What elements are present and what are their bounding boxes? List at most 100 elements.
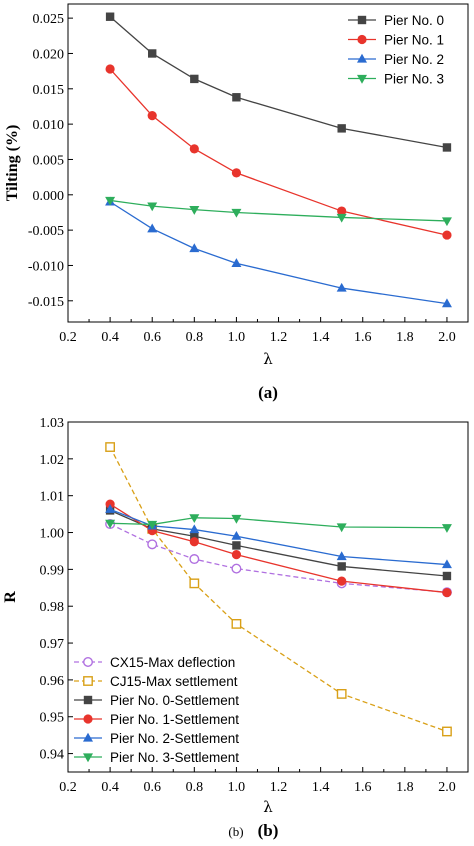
data-point: [337, 206, 347, 216]
chart-a: 0.025 0.020 0.015 0.010 0.005 0.000 -0.005 -0.0…: [4, 3, 469, 402]
data-point: [442, 230, 452, 240]
data-point: [231, 531, 242, 540]
y-tick-label: 1.02: [40, 453, 65, 468]
legend-label: Pier No. 3: [384, 72, 444, 87]
x-tick-label: 1.4: [312, 780, 330, 795]
series-line: [109, 523, 448, 593]
data-point: [105, 12, 115, 21]
series-line: [110, 199, 447, 222]
series-line: [110, 517, 447, 529]
data-point: [231, 618, 242, 629]
data-point: [441, 298, 452, 308]
x-tick-label: 2.0: [438, 780, 456, 795]
series-2: [105, 506, 452, 581]
x-tick-label: 0.6: [143, 780, 161, 795]
data-point: [336, 213, 347, 223]
series-1: [105, 442, 452, 737]
y-tick-label: 0.96: [40, 674, 65, 689]
series-3: [105, 196, 452, 227]
x-tick-label: 1.0: [228, 780, 246, 795]
y-tick-label: 0.025: [33, 12, 65, 27]
y-tick-label: -0.010: [28, 259, 64, 274]
chart-b-caption-small: (b): [228, 824, 243, 839]
legend-marker: [83, 714, 93, 724]
data-point: [231, 208, 242, 218]
legend-label: Pier No. 1-Settlement: [110, 712, 239, 727]
legend-marker: [357, 15, 367, 25]
y-tick-label: 0.99: [40, 563, 65, 578]
x-tick-label: 0.2: [59, 330, 77, 345]
y-tick-label: 1.01: [40, 490, 65, 505]
series-line: [109, 201, 448, 305]
legend-marker: [83, 676, 93, 686]
chart-a-caption: (a): [258, 383, 278, 402]
x-tick-label: 0.8: [186, 330, 204, 345]
legend-marker: [83, 732, 93, 742]
chart-b: 1.03 1.02 1.01 1.00 0.99 0.98 0.97 0.96 0.95 0.94…: [2, 416, 469, 840]
series-line: [109, 16, 448, 149]
x-tick-label: 0.4: [101, 780, 119, 795]
legend-marker: [83, 753, 93, 763]
x-tick-label: 1.8: [396, 780, 414, 795]
data-point: [189, 243, 200, 253]
x-tick-label: 2.0: [438, 330, 456, 345]
chart-a-x-axis-label: λ: [263, 350, 273, 368]
y-tick-label: 0.005: [33, 153, 65, 168]
series-4: [105, 504, 452, 569]
data-point: [442, 571, 452, 581]
legend-marker: [357, 34, 367, 45]
data-point: [147, 111, 157, 121]
legend-marker: [83, 695, 93, 705]
data-point: [231, 563, 242, 574]
data-point: [189, 578, 200, 589]
series-5: [105, 514, 452, 533]
series-line: [109, 509, 448, 577]
y-tick-label: -0.005: [28, 224, 64, 239]
y-tick-label: 0.95: [40, 711, 65, 726]
data-point: [441, 524, 452, 533]
data-point: [232, 541, 241, 550]
x-tick-label: 0.6: [143, 330, 161, 345]
data-point: [189, 206, 200, 215]
legend-label: Pier No. 0-Settlement: [110, 693, 239, 708]
series-0: [105, 12, 452, 152]
legend-marker: [357, 53, 367, 63]
y-tick-label: 0.94: [40, 748, 65, 763]
chart-b-x-axis-label: λ: [263, 798, 273, 816]
data-point: [337, 562, 346, 571]
legend-marker: [82, 657, 93, 668]
data-point: [231, 258, 242, 267]
data-point: [232, 93, 241, 102]
legend-marker: [357, 74, 367, 84]
data-point: [148, 49, 157, 58]
data-point: [189, 537, 199, 547]
x-tick-label: 0.2: [59, 780, 77, 795]
legend-label: Pier No. 2: [384, 52, 444, 67]
y-tick-label: 0.010: [33, 118, 65, 133]
series-2: [105, 196, 452, 308]
data-point: [105, 504, 116, 513]
data-point: [105, 196, 116, 206]
chart-b-caption: (b): [258, 821, 279, 840]
data-point: [336, 282, 347, 292]
legend-label: Pier No. 0: [384, 13, 444, 28]
x-tick-label: 1.2: [270, 780, 288, 795]
series-line: [109, 446, 448, 733]
data-point: [336, 688, 347, 699]
y-tick-label: 0.000: [33, 189, 65, 204]
y-tick-label: 0.98: [40, 600, 65, 615]
x-tick-label: 1.6: [354, 330, 372, 345]
data-point: [147, 223, 158, 233]
y-tick-label: 1.00: [40, 527, 65, 542]
y-tick-label: -0.015: [28, 295, 64, 310]
data-point: [442, 143, 452, 152]
data-point: [189, 144, 199, 154]
data-point: [105, 519, 116, 529]
x-tick-label: 1.0: [228, 330, 246, 345]
series-line: [109, 68, 448, 236]
data-point: [189, 524, 200, 534]
legend-label: Pier No. 1: [384, 33, 444, 48]
data-point: [105, 442, 116, 452]
data-point: [441, 217, 452, 227]
chart-a-y-axis-label: Tilting (%): [4, 125, 21, 202]
